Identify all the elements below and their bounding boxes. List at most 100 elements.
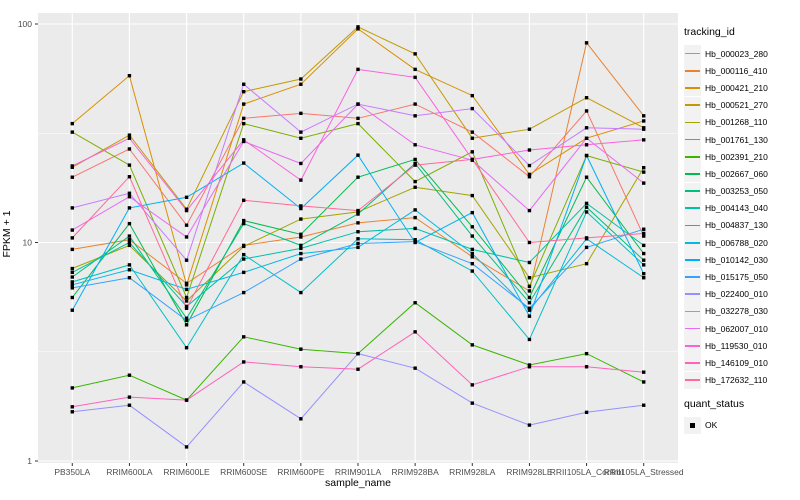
- x-tick-label: RRIM600PE: [277, 467, 325, 477]
- legend-key-swatch: [684, 62, 701, 80]
- data-point: [356, 208, 360, 213]
- data-point: [70, 206, 74, 210]
- data-point: [127, 276, 132, 280]
- data-point: [356, 351, 360, 356]
- legend-item-label: Hb_003253_050: [705, 186, 768, 197]
- data-point: [527, 308, 532, 312]
- data-point: [184, 304, 189, 309]
- data-point: [470, 343, 474, 347]
- data-point: [184, 223, 189, 227]
- legend-item-label: Hb_032278_030: [705, 306, 768, 317]
- data-point: [299, 365, 303, 369]
- data-point: [584, 261, 589, 266]
- x-axis-title: sample_name: [325, 477, 391, 489]
- data-point: [70, 308, 74, 312]
- data-point: [356, 367, 360, 371]
- data-point: [642, 243, 646, 248]
- legend-line-icon: [685, 155, 700, 158]
- data-point: [413, 185, 417, 189]
- data-point: [242, 221, 246, 226]
- data-point: [642, 380, 646, 384]
- data-point: [413, 208, 417, 212]
- data-point: [299, 178, 303, 182]
- data-point: [127, 237, 132, 242]
- data-point: [527, 301, 532, 305]
- data-point: [184, 346, 189, 350]
- data-point: [470, 261, 474, 266]
- legend-item-label: Hb_004837_130: [705, 220, 768, 231]
- data-point: [356, 67, 360, 72]
- data-point: [470, 136, 474, 140]
- legend-title-tracking: tracking_id: [684, 26, 735, 38]
- legend-key-swatch: [684, 234, 701, 252]
- data-point: [470, 225, 474, 229]
- legend-item-label: Hb_002391_210: [705, 151, 768, 162]
- data-point: [184, 208, 189, 213]
- data-point: [642, 170, 646, 174]
- data-point: [584, 365, 589, 369]
- legend-line-icon: [685, 207, 700, 210]
- legend-key-swatch: [684, 268, 701, 286]
- data-point: [642, 127, 646, 131]
- data-point: [299, 232, 303, 237]
- data-point: [70, 236, 74, 240]
- data-point: [584, 210, 589, 214]
- data-point: [70, 121, 74, 126]
- data-point: [470, 93, 474, 98]
- data-point: [356, 121, 360, 126]
- data-point: [584, 153, 589, 158]
- legend-item-label: Hb_146109_010: [705, 357, 768, 368]
- legend-item: Hb_000023_280: [684, 45, 800, 63]
- data-point: [127, 133, 132, 137]
- legend-items: Hb_000023_280 Hb_000116_410 Hb_000421_210 H…: [684, 45, 800, 389]
- x-tick-label: PB350LA: [54, 467, 90, 477]
- legend-item-label: Hb_004143_040: [705, 203, 768, 214]
- data-point: [184, 195, 189, 200]
- data-point: [127, 240, 132, 245]
- data-point: [299, 206, 303, 211]
- data-point: [242, 102, 246, 106]
- legend-line-icon: [685, 173, 700, 175]
- data-point: [584, 201, 589, 206]
- data-point: [527, 127, 532, 131]
- data-point: [356, 230, 360, 234]
- legend-key-swatch: [684, 199, 701, 217]
- data-point: [413, 237, 417, 242]
- data-point: [527, 240, 532, 245]
- data-point: [299, 77, 303, 81]
- legend-item-label: Hb_000521_270: [705, 100, 768, 111]
- legend-key-swatch: [684, 302, 701, 320]
- legend-item: Hb_004143_040: [684, 199, 800, 217]
- legend-line-icon: [685, 224, 700, 227]
- legend-key-swatch: [684, 371, 701, 389]
- data-point: [127, 395, 132, 399]
- legend-line-icon: [685, 104, 700, 106]
- data-point: [527, 363, 532, 367]
- legend-item-label: Hb_000023_280: [705, 48, 768, 59]
- data-point: [527, 337, 532, 342]
- data-point: [184, 295, 189, 300]
- legend-item: Hb_000116_410: [684, 62, 800, 80]
- data-point: [413, 366, 417, 370]
- data-point: [584, 109, 589, 113]
- data-point: [70, 283, 74, 287]
- data-point: [584, 95, 589, 100]
- data-point: [70, 286, 74, 290]
- data-point: [642, 165, 646, 170]
- data-point: [184, 235, 189, 239]
- data-point: [642, 231, 646, 236]
- legend-item: Hb_003253_050: [684, 182, 800, 200]
- data-point: [527, 175, 532, 179]
- data-point: [184, 445, 189, 449]
- data-point: [127, 373, 132, 377]
- data-point: [299, 82, 303, 86]
- data-point: [242, 380, 246, 384]
- data-points: [70, 25, 646, 449]
- data-point: [242, 257, 246, 261]
- legend-key-swatch: [684, 96, 701, 114]
- legend-item-label: Hb_172632_110: [705, 375, 768, 386]
- data-point: [299, 417, 303, 421]
- data-point: [299, 257, 303, 261]
- data-point: [356, 237, 360, 241]
- data-point: [642, 403, 646, 407]
